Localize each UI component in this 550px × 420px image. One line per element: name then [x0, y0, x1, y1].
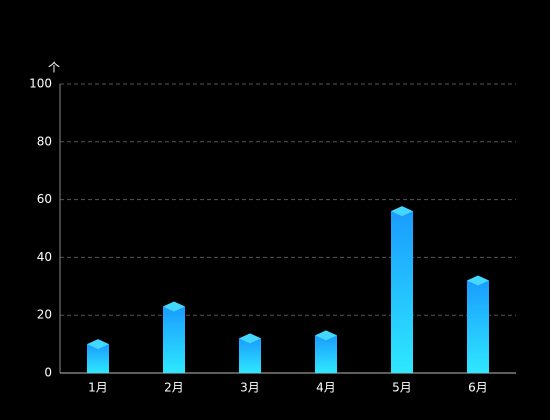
- bar: [391, 211, 413, 373]
- bar-top: [315, 330, 337, 341]
- bar-top: [239, 333, 261, 344]
- y-tick-label: 80: [37, 134, 52, 148]
- bar-top: [163, 301, 185, 312]
- x-tick-label: 3月: [240, 381, 260, 395]
- x-tick-label: 6月: [468, 381, 488, 395]
- bar-top: [467, 275, 489, 286]
- x-tick-label: 4月: [316, 381, 336, 395]
- y-axis-unit: 个: [48, 61, 60, 75]
- y-tick-label: 60: [37, 192, 52, 206]
- x-tick-label: 2月: [164, 381, 184, 395]
- x-tick-label: 5月: [392, 381, 412, 395]
- bar-top: [87, 339, 109, 350]
- bar: [87, 344, 109, 373]
- bar: [163, 306, 185, 373]
- bar: [239, 338, 261, 373]
- y-tick-label: 20: [37, 308, 52, 322]
- y-tick-label: 100: [29, 77, 52, 91]
- bar-top: [391, 206, 413, 217]
- bar: [467, 280, 489, 373]
- y-tick-label: 40: [37, 250, 52, 264]
- y-tick-label: 0: [44, 366, 52, 380]
- bar: [315, 335, 337, 373]
- x-tick-label: 1月: [88, 381, 108, 395]
